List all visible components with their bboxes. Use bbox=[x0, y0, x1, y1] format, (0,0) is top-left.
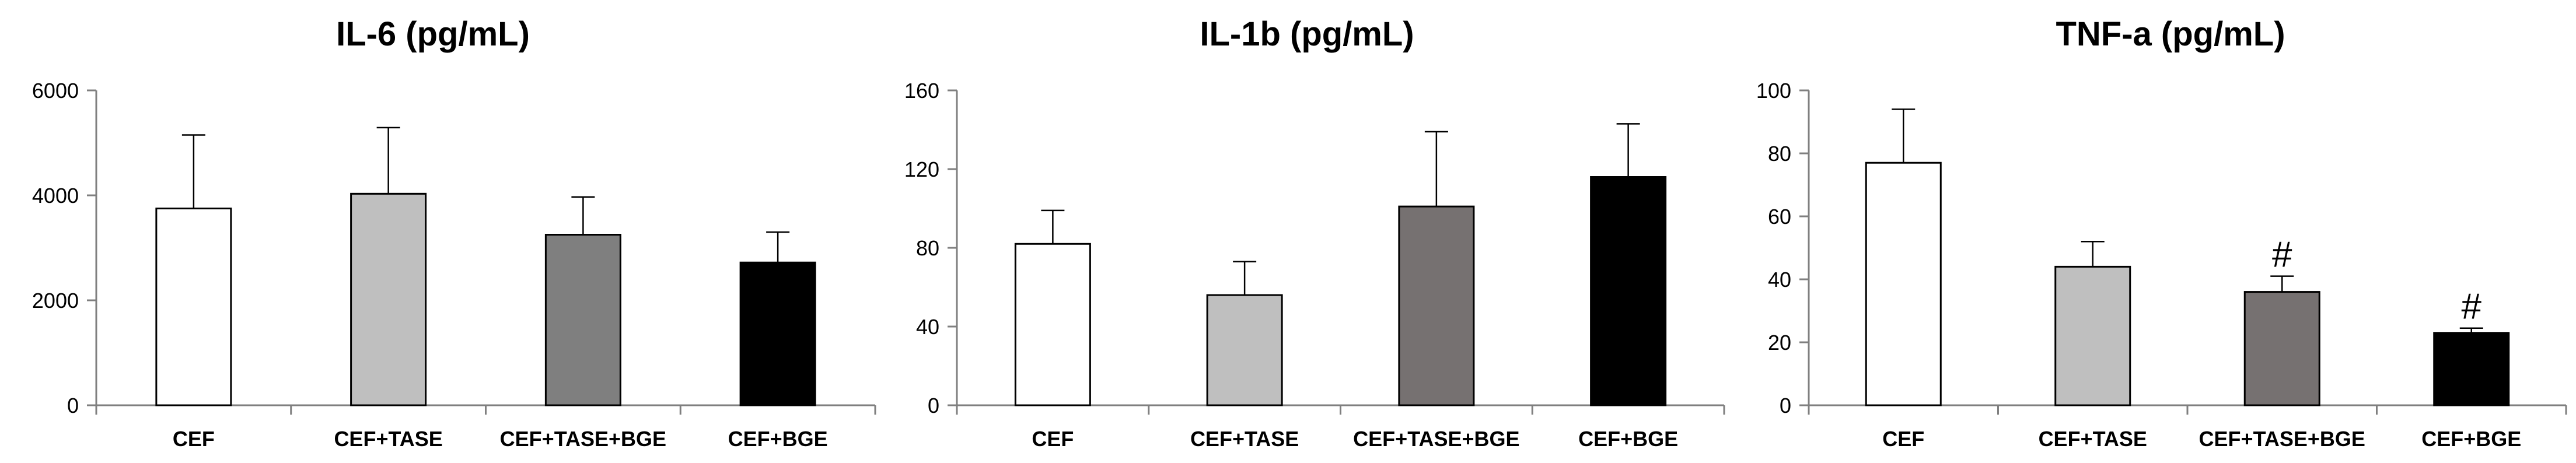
y-tick-label: 0 bbox=[1780, 394, 1791, 418]
x-tick-label: CEF bbox=[1032, 427, 1074, 451]
x-tick-label: CEF+TASE+BGE bbox=[500, 427, 666, 451]
y-tick-label: 0 bbox=[67, 394, 79, 418]
x-tick-label: CEF+BGE bbox=[1578, 427, 1678, 451]
bar bbox=[2243, 291, 2320, 406]
bar bbox=[155, 208, 232, 406]
x-tick-label: CEF bbox=[1882, 427, 1924, 451]
chart-panel-2: IL-1b (pg/mL) 0 40 80 120 160 CEF CEF+TASE CEF+T… bbox=[904, 15, 1725, 451]
x-tick-label: CEF+BGE bbox=[2421, 427, 2521, 451]
bar bbox=[739, 261, 816, 406]
bar bbox=[1398, 205, 1475, 406]
y-tick-label: 80 bbox=[916, 236, 939, 260]
y-tick-label: 0 bbox=[928, 394, 939, 418]
y-tick-label: 20 bbox=[1768, 331, 1791, 355]
y-tick-label: 2000 bbox=[32, 289, 79, 313]
chart-panel-3: TNF-a (pg/mL) 0 20 40 60 80 100 CEF CEF+TASE # CEF… bbox=[1756, 15, 2567, 451]
y-tick-label: 4000 bbox=[32, 184, 79, 208]
chart-panel-1: IL-6 (pg/mL) 0 2000 4000 6000 CEF CEF+TASE CEF+… bbox=[32, 15, 876, 451]
significance-mark: # bbox=[2462, 287, 2482, 327]
bar bbox=[1014, 243, 1091, 406]
y-tick-label: 80 bbox=[1768, 142, 1791, 166]
x-tick-label: CEF+TASE+BGE bbox=[2199, 427, 2365, 451]
bar bbox=[2433, 332, 2510, 406]
significance-mark: # bbox=[2272, 235, 2292, 275]
x-tick-label: CEF+TASE bbox=[1190, 427, 1299, 451]
x-tick-label: CEF+TASE bbox=[2039, 427, 2147, 451]
bar bbox=[350, 192, 427, 406]
y-tick-label: 6000 bbox=[32, 79, 79, 103]
y-tick-label: 100 bbox=[1756, 79, 1791, 103]
x-tick-label: CEF+TASE+BGE bbox=[1353, 427, 1519, 451]
chart-title: IL-6 (pg/mL) bbox=[336, 15, 530, 53]
x-tick-label: CEF bbox=[173, 427, 215, 451]
chart-title: TNF-a (pg/mL) bbox=[2056, 15, 2285, 53]
bar bbox=[1206, 294, 1283, 406]
y-tick-label: 60 bbox=[1768, 205, 1791, 229]
bar bbox=[1865, 162, 1942, 406]
bar bbox=[544, 234, 621, 406]
x-tick-label: CEF+TASE bbox=[334, 427, 442, 451]
y-tick-label: 40 bbox=[1768, 268, 1791, 292]
chart-title: IL-1b (pg/mL) bbox=[1200, 15, 1414, 53]
y-tick-label: 160 bbox=[904, 79, 939, 103]
x-tick-label: CEF+BGE bbox=[728, 427, 828, 451]
bar bbox=[2054, 265, 2131, 406]
y-tick-label: 120 bbox=[904, 157, 939, 181]
bar bbox=[1590, 176, 1667, 406]
y-tick-label: 40 bbox=[916, 315, 939, 339]
